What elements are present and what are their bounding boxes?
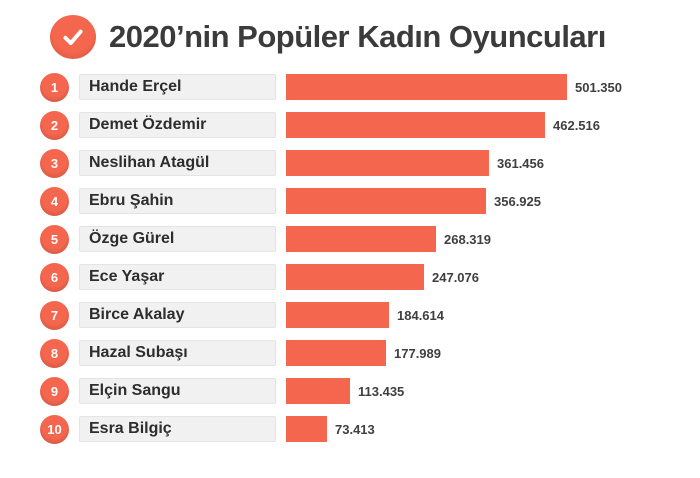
actress-name: Birce Akalay — [79, 302, 276, 328]
bar-value-label: 268.319 — [444, 231, 491, 247]
bar — [286, 150, 489, 176]
actress-name: Hazal Subaşı — [79, 340, 276, 366]
bar — [286, 302, 389, 328]
rank-badge: 8 — [40, 338, 69, 368]
bar — [286, 264, 424, 290]
rank-badge: 7 — [40, 300, 69, 330]
chart-row: 8 Hazal Subaşı 177.989 — [40, 338, 700, 368]
bar-value-label: 184.614 — [397, 307, 444, 323]
actress-name: Esra Bilgiç — [79, 416, 276, 442]
actress-name: Hande Erçel — [79, 74, 276, 100]
bar-value-label: 247.076 — [432, 269, 479, 285]
actress-name: Elçin Sangu — [79, 378, 276, 404]
chart-row: 10 Esra Bilgiç 73.413 — [40, 414, 700, 444]
rank-badge: 10 — [40, 414, 69, 444]
chart-row: 7 Birce Akalay 184.614 — [40, 300, 700, 330]
bar — [286, 188, 486, 214]
bar-value-label: 113.435 — [358, 383, 405, 399]
bar-chart: 1 Hande Erçel 501.350 2 Demet Özdemir 46… — [0, 72, 700, 444]
bar — [286, 112, 545, 138]
rank-badge: 9 — [40, 376, 69, 406]
rank-badge: 4 — [40, 186, 69, 216]
check-icon — [50, 15, 96, 59]
bar — [286, 74, 567, 100]
bar — [286, 340, 386, 366]
header: 2020’nin Popüler Kadın Oyuncuları — [0, 0, 700, 62]
rank-badge: 6 — [40, 262, 69, 292]
chart-row: 9 Elçin Sangu 113.435 — [40, 376, 700, 406]
bar-value-label: 177.989 — [394, 345, 441, 361]
bar-value-label: 361.456 — [497, 155, 544, 171]
chart-row: 1 Hande Erçel 501.350 — [40, 72, 700, 102]
rank-badge: 1 — [40, 72, 69, 102]
rank-badge: 2 — [40, 110, 69, 140]
page-title: 2020’nin Popüler Kadın Oyuncuları — [109, 19, 606, 54]
bar — [286, 416, 327, 442]
bar-value-label: 501.350 — [575, 79, 622, 95]
actress-name: Neslihan Atagül — [79, 150, 276, 176]
bar — [286, 378, 350, 404]
rank-badge: 5 — [40, 224, 69, 254]
chart-row: 4 Ebru Şahin 356.925 — [40, 186, 700, 216]
rank-badge: 3 — [40, 148, 69, 178]
chart-row: 2 Demet Özdemir 462.516 — [40, 110, 700, 140]
actress-name: Ece Yaşar — [79, 264, 276, 290]
bar-value-label: 462.516 — [553, 117, 600, 133]
bar-value-label: 73.413 — [335, 421, 375, 437]
chart-row: 3 Neslihan Atagül 361.456 — [40, 148, 700, 178]
bar-value-label: 356.925 — [494, 193, 541, 209]
actress-name: Ebru Şahin — [79, 188, 276, 214]
chart-row: 5 Özge Gürel 268.319 — [40, 224, 700, 254]
actress-name: Özge Gürel — [79, 226, 276, 252]
bar — [286, 226, 436, 252]
actress-name: Demet Özdemir — [79, 112, 276, 138]
chart-row: 6 Ece Yaşar 247.076 — [40, 262, 700, 292]
